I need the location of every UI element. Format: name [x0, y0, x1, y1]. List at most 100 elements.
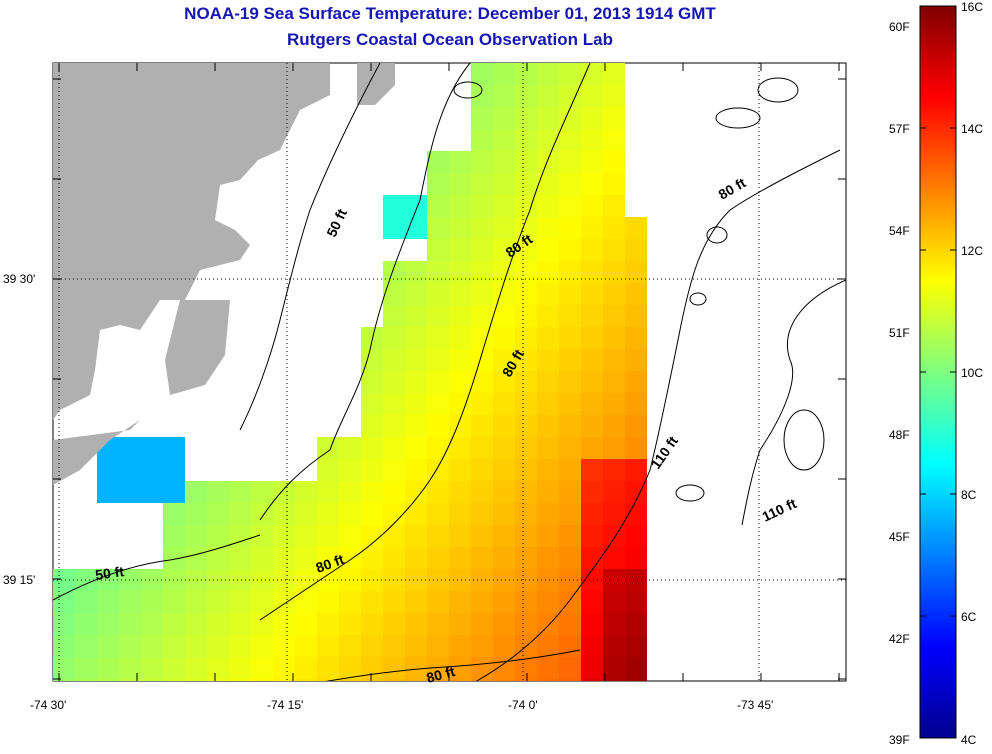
sst-cell — [383, 657, 405, 679]
cb-c-label: 14C — [961, 122, 984, 136]
sst-cell — [405, 525, 427, 547]
sst-cell — [361, 591, 383, 613]
sst-cell — [141, 481, 163, 503]
sst-cell — [471, 481, 493, 503]
sst-cell — [449, 305, 471, 327]
sst-cell — [625, 437, 647, 459]
sst-cell — [493, 415, 515, 437]
sst-cell — [383, 195, 405, 217]
sst-cell — [537, 415, 559, 437]
sst-cell — [471, 349, 493, 371]
sst-cell — [559, 239, 581, 261]
sst-cell — [405, 305, 427, 327]
sst-cell — [471, 415, 493, 437]
sst-cell — [493, 635, 515, 657]
sst-cell — [559, 481, 581, 503]
sst-cell — [163, 459, 185, 481]
contour-110ft — [475, 149, 841, 681]
sst-cell — [207, 679, 229, 681]
sst-cell — [449, 371, 471, 393]
sst-cell — [559, 525, 581, 547]
sst-cell — [449, 393, 471, 415]
sst-cell — [185, 591, 207, 613]
sst-cell — [581, 195, 603, 217]
sst-cell — [625, 305, 647, 327]
sst-cell — [493, 107, 515, 129]
sst-cell — [339, 481, 361, 503]
sst-cell — [471, 85, 493, 107]
sst-cell — [185, 657, 207, 679]
sst-cell — [603, 261, 625, 283]
sst-cell — [603, 459, 625, 481]
sst-cell — [537, 635, 559, 657]
cb-f-label: 54F — [889, 224, 910, 238]
sst-cell — [449, 173, 471, 195]
sst-cell — [515, 525, 537, 547]
sst-cell — [537, 569, 559, 591]
sst-cell — [383, 635, 405, 657]
sst-cell — [317, 569, 339, 591]
sst-cell — [493, 195, 515, 217]
sst-cell — [207, 613, 229, 635]
sst-cell — [581, 547, 603, 569]
sst-cell — [163, 613, 185, 635]
sst-cell — [405, 327, 427, 349]
sst-cell — [603, 173, 625, 195]
sst-cell — [471, 657, 493, 679]
sst-cell — [339, 525, 361, 547]
sst-cell — [537, 657, 559, 679]
sst-cell — [383, 349, 405, 371]
sst-cell — [515, 679, 537, 681]
sst-cell — [361, 525, 383, 547]
sst-cell — [361, 459, 383, 481]
sst-cell — [97, 459, 119, 481]
sst-cell — [427, 613, 449, 635]
sst-cell — [427, 239, 449, 261]
sst-cell — [339, 679, 361, 681]
sst-cell — [405, 613, 427, 635]
sst-cell — [405, 283, 427, 305]
sst-cell — [449, 195, 471, 217]
sst-cell — [119, 657, 141, 679]
sst-cell — [559, 63, 581, 85]
sst-cell — [449, 239, 471, 261]
sst-cell — [163, 679, 185, 681]
sst-cell — [559, 305, 581, 327]
cb-f-label: 45F — [889, 530, 910, 544]
sst-cell — [449, 151, 471, 173]
tick-marks — [53, 63, 846, 681]
sst-cell — [185, 635, 207, 657]
sst-cell — [427, 591, 449, 613]
sst-cell — [427, 305, 449, 327]
sst-cell — [251, 613, 273, 635]
sst-cell — [273, 481, 295, 503]
sst-cell — [361, 393, 383, 415]
sst-cell — [493, 63, 515, 85]
cb-f-label: 57F — [889, 122, 910, 136]
sst-cell — [581, 305, 603, 327]
sst-cell — [75, 679, 97, 681]
sst-cell — [97, 481, 119, 503]
sst-cell — [361, 613, 383, 635]
sst-cell — [581, 613, 603, 635]
sst-cell — [339, 635, 361, 657]
sst-cell — [493, 173, 515, 195]
sst-cell — [449, 503, 471, 525]
sst-cell — [581, 679, 603, 681]
sst-cell — [185, 679, 207, 681]
sst-cell — [207, 591, 229, 613]
sst-cell — [339, 591, 361, 613]
sst-cell — [141, 591, 163, 613]
sst-cell — [471, 393, 493, 415]
sst-cell — [603, 63, 625, 85]
sst-cell — [449, 327, 471, 349]
contour-80ft-south — [325, 649, 581, 681]
sst-cell — [405, 547, 427, 569]
sst-cell — [515, 151, 537, 173]
sst-cell — [493, 393, 515, 415]
sst-cell — [581, 371, 603, 393]
sst-cell — [493, 239, 515, 261]
sst-cell — [339, 437, 361, 459]
sst-cell — [295, 525, 317, 547]
sst-cell — [427, 151, 449, 173]
